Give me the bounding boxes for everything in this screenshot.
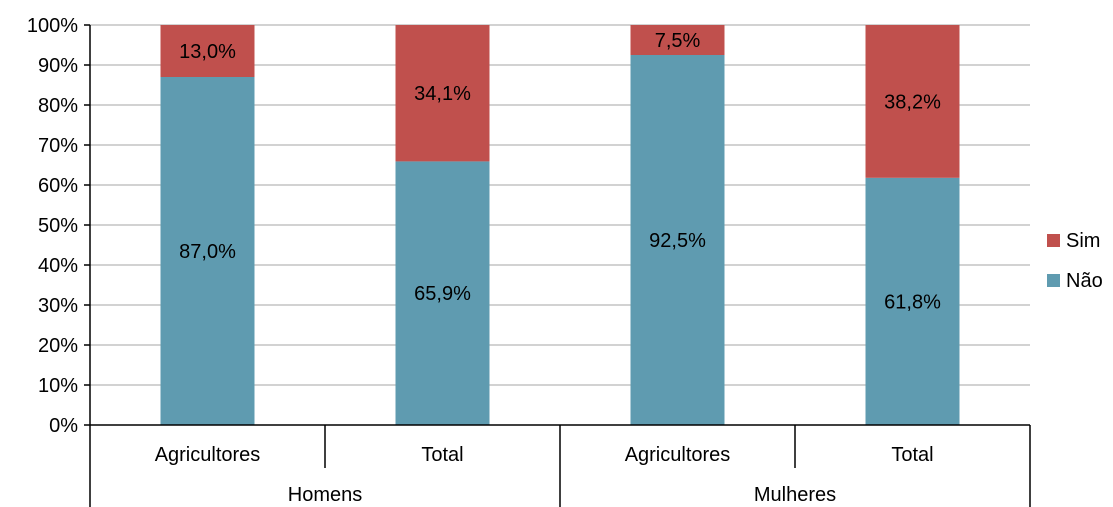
bar-segment: [865, 177, 960, 425]
bar-segment: [630, 55, 725, 425]
axes: 0% 10% 20% 30% 40% 50% 60% 70% 80% 90% 100% Agricul…: [27, 15, 1031, 507]
x-category-label: Total: [421, 444, 463, 466]
bars: [160, 25, 960, 425]
y-tick-label: 100%: [27, 15, 78, 37]
y-tick-label: 50%: [38, 215, 78, 237]
y-tick-label: 90%: [38, 55, 78, 77]
bar-segment: [865, 25, 960, 178]
data-label: 65,9%: [414, 283, 471, 305]
data-label: 38,2%: [884, 91, 941, 113]
y-tick-label: 60%: [38, 175, 78, 197]
y-tick-label: 40%: [38, 255, 78, 277]
x-category-label: Total: [891, 444, 933, 466]
data-label: 92,5%: [649, 230, 706, 252]
bar-segment: [395, 25, 490, 162]
legend: Sim Não: [1047, 230, 1103, 292]
bar-segment: [395, 161, 490, 425]
legend-label: Não: [1066, 270, 1103, 292]
y-tick-label: 80%: [38, 95, 78, 117]
y-tick-label: 0%: [49, 415, 78, 437]
y-tick-label: 10%: [38, 375, 78, 397]
bar-segment: [160, 25, 255, 77]
legend-swatch: [1047, 234, 1060, 247]
data-label: 34,1%: [414, 83, 471, 105]
x-category-label: Agricultores: [625, 444, 731, 466]
legend-label: Sim: [1066, 230, 1100, 252]
data-labels: 87,0% 13,0% 65,9% 34,1% 92,5% 7,5% 61,8% 38,2%: [179, 30, 941, 313]
x-group-label: Homens: [288, 484, 362, 506]
data-label: 7,5%: [655, 30, 701, 52]
bar-segment: [630, 25, 725, 55]
bar-segment: [160, 77, 255, 425]
data-label: 13,0%: [179, 41, 236, 63]
x-category-label: Agricultores: [155, 444, 261, 466]
data-label: 61,8%: [884, 291, 941, 313]
y-tick-label: 20%: [38, 335, 78, 357]
y-tick-label: 30%: [38, 295, 78, 317]
y-tick-label: 70%: [38, 135, 78, 157]
data-label: 87,0%: [179, 241, 236, 263]
x-group-label: Mulheres: [754, 484, 836, 506]
legend-swatch: [1047, 274, 1060, 287]
